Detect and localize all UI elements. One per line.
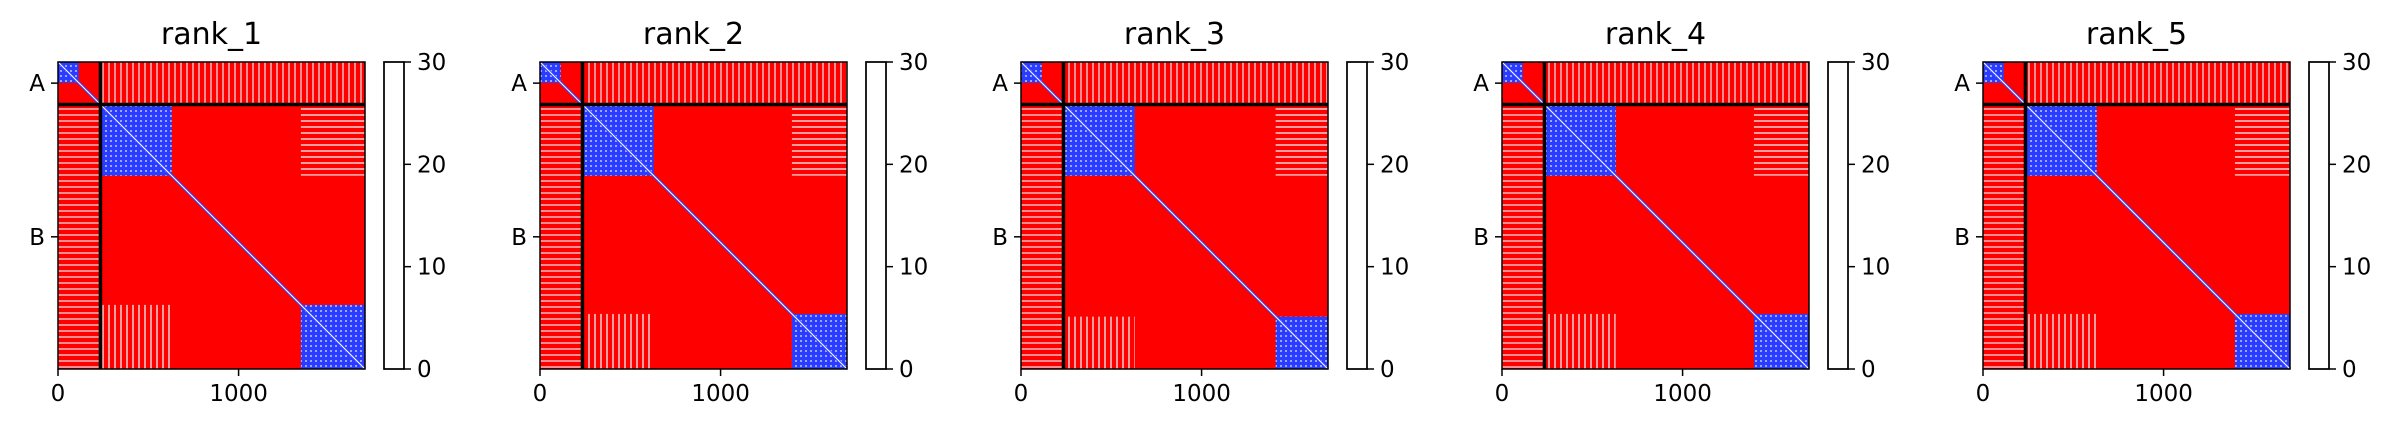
colorbar-tick-label: 30: [1380, 50, 1409, 76]
colorbar: [383, 61, 405, 370]
colorbar-tick-label: 0: [417, 357, 432, 383]
heatmap-region: [1063, 316, 1135, 369]
heatmap-region: [100, 304, 172, 369]
heatmap-region: [1021, 104, 1064, 369]
heatmap-region: [58, 104, 101, 369]
pae-panel-2: rank_2 A B 0 1000 0 10 20 30: [511, 17, 928, 407]
diagonal-line-core: [57, 61, 366, 370]
axes-frame: [1020, 61, 1329, 370]
colorbar-tick-label: 10: [2342, 255, 2371, 281]
x-tick-label: 0: [1014, 381, 1029, 407]
y-tick-label-A: A: [511, 71, 527, 97]
axes-frame: [1982, 61, 2291, 370]
heatmap-region: [1063, 62, 1328, 105]
x-tick-label: 1000: [1172, 381, 1231, 407]
y-tick-label-B: B: [1473, 225, 1489, 251]
colorbar-tick-label: 0: [1380, 357, 1395, 383]
colorbar-tick-label: 30: [417, 50, 446, 76]
colorbar-tick-label: 20: [417, 152, 446, 178]
colorbar-frame: [1827, 61, 1849, 370]
heatmap-region: [1544, 313, 1616, 369]
colorbar-tick-label: 30: [899, 50, 928, 76]
colorbar-tick-label: 0: [2342, 357, 2357, 383]
axes-frame: [1501, 61, 1810, 370]
diagonal-line-core: [1501, 61, 1810, 370]
colorbar: [2308, 61, 2330, 370]
x-tick-label: 1000: [2134, 381, 2193, 407]
colorbar-tick-label: 20: [1380, 152, 1409, 178]
y-tick-label-B: B: [29, 225, 45, 251]
colorbar-tick-label: 0: [899, 357, 914, 383]
heatmap-region: [540, 104, 583, 369]
colorbar-frame: [2308, 61, 2330, 370]
panel-title: rank_1: [161, 17, 262, 52]
y-tick-label-A: A: [1473, 71, 1489, 97]
panel-title: rank_4: [1605, 17, 1706, 52]
colorbar-tick-label: 20: [1861, 152, 1890, 178]
heatmap-region: [1753, 104, 1809, 176]
heatmap-region: [2025, 62, 2290, 105]
heatmap-region: [100, 62, 365, 105]
panel-title: rank_2: [643, 17, 744, 52]
panel-title: rank_5: [2086, 17, 2187, 52]
panel-title: rank_3: [1124, 17, 1225, 52]
x-tick-label: 1000: [691, 381, 750, 407]
colorbar: [1827, 61, 1849, 370]
heatmap-region: [582, 313, 654, 369]
x-tick-label: 0: [533, 381, 548, 407]
y-tick-label-B: B: [992, 225, 1008, 251]
diagonal-line-core: [539, 61, 848, 370]
colorbar-frame: [383, 61, 405, 370]
colorbar-tick-label: 10: [417, 255, 446, 281]
colorbar-tick-label: 0: [1861, 357, 1876, 383]
pae-panel-5: rank_5 A B 0 1000 0 10 20 30: [1954, 17, 2371, 407]
colorbar-frame: [1346, 61, 1368, 370]
heatmap-region: [1275, 104, 1328, 176]
diagonal-line-core: [1020, 61, 1329, 370]
pae-panel-1: rank_1 A B 0 1000 0 10 20 30: [29, 17, 446, 407]
colorbar-tick-label: 10: [1380, 255, 1409, 281]
heatmap-region: [1983, 104, 2026, 369]
x-tick-label: 0: [1976, 381, 1991, 407]
pae-panel-4: rank_4 A B 0 1000 0 10 20 30: [1473, 17, 1890, 407]
colorbar-tick-label: 30: [2342, 50, 2371, 76]
heatmap-region: [2025, 313, 2097, 369]
pae-panel-3: rank_3 A B 0 1000 0 10 20 30: [992, 17, 1409, 407]
colorbar-frame: [865, 61, 887, 370]
colorbar-tick-label: 10: [899, 255, 928, 281]
heatmap-region: [791, 104, 847, 176]
heatmap-region: [1544, 62, 1809, 105]
y-tick-label-B: B: [1954, 225, 1970, 251]
axes-frame: [539, 61, 848, 370]
y-tick-label-A: A: [29, 71, 45, 97]
heatmap-region: [2234, 104, 2290, 176]
x-tick-label: 0: [51, 381, 66, 407]
colorbar: [865, 61, 887, 370]
colorbar-tick-label: 20: [2342, 152, 2371, 178]
colorbar-tick-label: 30: [1861, 50, 1890, 76]
x-tick-label: 0: [1495, 381, 1510, 407]
heatmap-region: [1502, 104, 1545, 369]
y-tick-label-B: B: [511, 225, 527, 251]
heatmap-region: [582, 62, 847, 105]
colorbar-tick-label: 10: [1861, 255, 1890, 281]
heatmap-region: [300, 104, 365, 176]
axes-frame: [57, 61, 366, 370]
colorbar-tick-label: 20: [899, 152, 928, 178]
diagonal-line-core: [1982, 61, 2291, 370]
x-tick-label: 1000: [1653, 381, 1712, 407]
y-tick-label-A: A: [1954, 71, 1970, 97]
x-tick-label: 1000: [209, 381, 268, 407]
colorbar: [1346, 61, 1368, 370]
y-tick-label-A: A: [992, 71, 1008, 97]
